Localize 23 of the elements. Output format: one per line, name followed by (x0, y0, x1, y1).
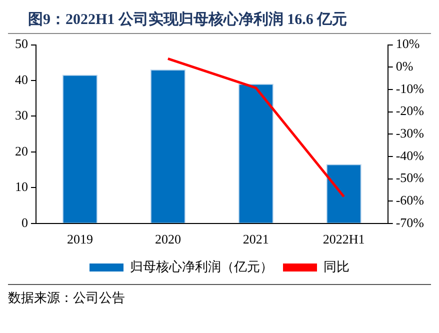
y2-tick-label: -60% (396, 192, 424, 208)
x-tick-label: 2021 (242, 232, 269, 247)
y-tick-label: 40 (15, 72, 28, 87)
x-tick-label: 2022H1 (322, 232, 365, 247)
y2-tick-label: -30% (396, 126, 424, 141)
y-tick-label: 10 (15, 179, 28, 194)
y2-tick-label: -70% (396, 214, 424, 230)
y-tick-label: 50 (15, 36, 28, 52)
y2-tick-label: -40% (396, 148, 424, 163)
y2-tick-label: 0% (396, 58, 414, 74)
legend-label: 归母核心净利润（亿元） (130, 258, 273, 274)
y-tick-label: 30 (15, 108, 28, 123)
x-tick-label: 2020 (154, 232, 181, 247)
y2-tick-label: -10% (396, 80, 424, 96)
y-tick-label: 0 (22, 214, 28, 230)
source-note: 数据来源：公司公告 (8, 289, 126, 307)
legend-label: 同比 (324, 258, 350, 274)
chart-title: 图9：2022H1 公司实现归母核心净利润 16.6 亿元 (8, 8, 431, 34)
y2-tick-label: -20% (396, 103, 424, 118)
y2-tick-label: 10% (396, 36, 420, 52)
x-tick-label: 2019 (66, 232, 93, 247)
y-tick-label: 20 (15, 143, 28, 158)
y2-tick-label: -50% (396, 170, 424, 186)
